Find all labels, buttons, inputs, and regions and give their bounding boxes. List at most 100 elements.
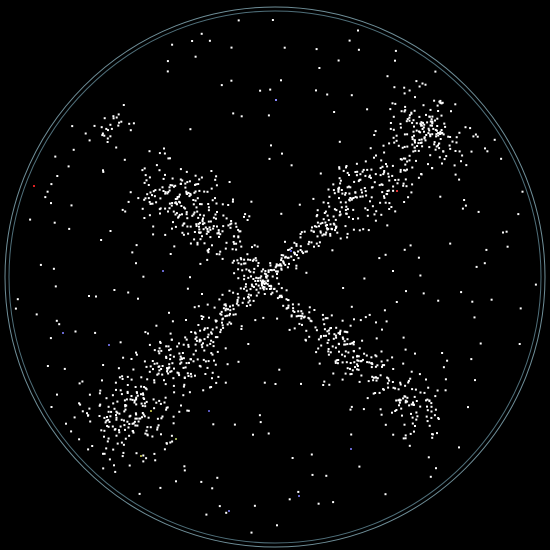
- particle: [229, 309, 232, 312]
- particle: [346, 208, 349, 211]
- particle: [417, 142, 420, 145]
- particle: [438, 142, 440, 145]
- particle: [169, 441, 172, 444]
- particle: [415, 122, 418, 125]
- particle: [307, 243, 310, 246]
- particle: [127, 200, 130, 203]
- particle: [171, 227, 173, 230]
- particle: [103, 435, 105, 438]
- particle: [286, 266, 289, 269]
- particle: [446, 359, 449, 362]
- particle: [172, 210, 175, 213]
- particle: [438, 100, 441, 103]
- particle: [420, 141, 423, 144]
- particle: [313, 225, 316, 228]
- particle: [139, 417, 142, 420]
- particle: [269, 88, 272, 91]
- particle: [143, 415, 146, 418]
- particle: [461, 207, 464, 210]
- particle: [224, 347, 227, 350]
- particle: [383, 151, 386, 154]
- particle: [143, 398, 146, 400]
- particle: [211, 199, 214, 202]
- particle: [335, 209, 338, 212]
- particle: [271, 291, 274, 294]
- particle: [177, 216, 180, 219]
- particle: [234, 222, 237, 225]
- particle: [430, 118, 433, 121]
- particle: [470, 358, 473, 361]
- particle: [163, 152, 166, 155]
- particle: [338, 166, 341, 169]
- particle: [423, 136, 426, 139]
- particle: [350, 373, 353, 375]
- particle: [414, 141, 416, 144]
- particle: [194, 343, 197, 346]
- particle: [111, 425, 114, 428]
- particle: [329, 233, 332, 235]
- particle: [156, 428, 159, 431]
- particle: [326, 93, 329, 96]
- particle: [221, 230, 224, 233]
- particle: [431, 433, 434, 436]
- particle: [386, 224, 389, 227]
- particle: [346, 236, 349, 239]
- particle: [164, 173, 166, 176]
- particle: [340, 206, 343, 209]
- particle: [280, 254, 283, 257]
- particle: [408, 404, 411, 407]
- particle: [98, 415, 101, 417]
- particle: [63, 367, 66, 370]
- particle: [428, 399, 431, 402]
- particle: [479, 342, 482, 345]
- particle: [429, 133, 432, 136]
- particle: [126, 384, 129, 386]
- particle: [208, 316, 210, 319]
- particle: [420, 123, 423, 126]
- particle: [232, 112, 235, 115]
- particle: [183, 469, 186, 472]
- particle: [198, 231, 200, 234]
- particle: [247, 301, 250, 304]
- particle: [50, 183, 53, 186]
- particle: [190, 375, 193, 378]
- particle: [141, 207, 144, 210]
- particle: [159, 342, 162, 344]
- particle: [342, 287, 345, 289]
- particle: [316, 235, 319, 238]
- particle: [167, 191, 170, 193]
- particle: [280, 267, 283, 270]
- particle: [423, 123, 426, 126]
- particle: [419, 405, 422, 408]
- particle: [146, 433, 149, 436]
- particle: [115, 416, 118, 419]
- particle: [101, 379, 103, 382]
- particle: [207, 251, 210, 254]
- particle: [338, 186, 341, 189]
- particle: [327, 353, 330, 356]
- particle: [435, 129, 438, 132]
- particle: [227, 204, 230, 206]
- particle: [214, 336, 217, 339]
- particle: [243, 262, 246, 265]
- particle: [257, 291, 260, 294]
- particle: [206, 228, 209, 230]
- particle: [253, 244, 256, 247]
- particle: [431, 115, 434, 118]
- particle: [299, 233, 302, 235]
- particle: [345, 205, 348, 208]
- particle: [334, 346, 337, 349]
- particle: [298, 203, 301, 206]
- particle: [198, 228, 201, 231]
- particle: [404, 169, 407, 172]
- particle: [210, 386, 213, 388]
- particle: [352, 356, 355, 359]
- particle: [171, 320, 174, 323]
- particle: [435, 133, 438, 136]
- particle: [262, 285, 265, 288]
- particle: [119, 389, 122, 392]
- particle: [131, 398, 134, 401]
- particle: [112, 115, 115, 118]
- particle: [343, 343, 346, 346]
- particle: [440, 102, 443, 105]
